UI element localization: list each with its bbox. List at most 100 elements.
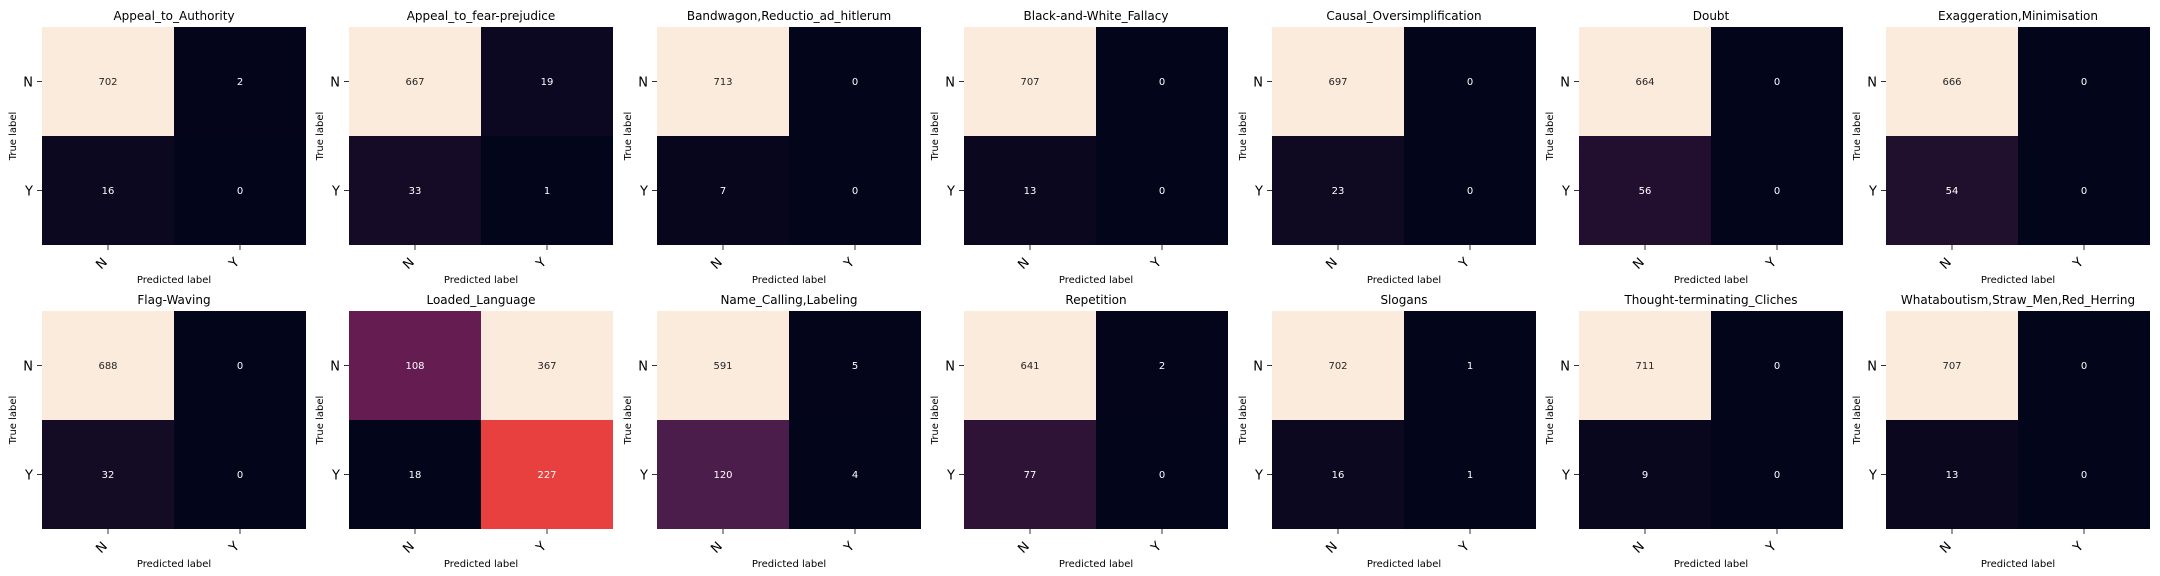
cell-value-label: 1 (544, 186, 550, 197)
cell-value-label: 667 (405, 77, 424, 88)
heatmap-cell (349, 136, 481, 245)
cell-value-label: 702 (1328, 361, 1347, 372)
y-tick-label: N (638, 76, 648, 91)
y-tick-label: N (1867, 76, 1877, 91)
y-tick-label: Y (1254, 185, 1263, 200)
y-tick-label: Y (946, 469, 955, 484)
cell-value-label: 13 (1024, 186, 1037, 197)
cell-value-label: 367 (537, 361, 556, 372)
panel-title: Appeal_to_fear-prejudice (407, 9, 556, 23)
confusion-matrix-panel: 688 0 32 0 Flag-Waving N Y N Y Predicted label Tru… (8, 293, 306, 570)
x-tick-label: N (1323, 539, 1340, 556)
heatmap-cell (1272, 420, 1404, 529)
panel-title: Flag-Waving (137, 293, 210, 307)
heatmap-cell (1886, 311, 2018, 420)
x-tick-label: Y (226, 539, 243, 556)
cell-value-label: 0 (237, 361, 243, 372)
x-tick-label: Y (1148, 255, 1165, 272)
heatmap-cell (964, 136, 1096, 245)
panel-title: Doubt (1693, 9, 1730, 23)
x-tick-label: N (93, 539, 110, 556)
cell-value-label: 16 (1332, 470, 1345, 481)
x-tick-label: Y (1148, 539, 1165, 556)
cell-value-label: 2 (237, 77, 243, 88)
heatmap-cell (2018, 136, 2150, 245)
panel-title: Name_Calling,Labeling (720, 293, 857, 307)
cell-value-label: 702 (98, 77, 117, 88)
cell-value-label: 666 (1942, 77, 1961, 88)
y-tick-label: Y (946, 185, 955, 200)
x-tick-label: Y (226, 255, 243, 272)
x-axis-label: Predicted label (752, 559, 826, 570)
confusion-matrix-panel: 713 0 7 0 Bandwagon,Reductio_ad_hitlerum N Y N Y… (623, 9, 921, 286)
cell-value-label: 227 (537, 470, 556, 481)
cell-value-label: 5 (852, 361, 858, 372)
cell-value-label: 0 (1774, 470, 1780, 481)
x-tick-label: N (93, 255, 110, 272)
heatmap-cell (42, 311, 174, 420)
heatmap-cell (174, 311, 306, 420)
confusion-matrix-panel: 711 0 9 0 Thought-terminating_Cliches N Y N Y Pre… (1545, 293, 1843, 570)
x-axis-label: Predicted label (137, 275, 211, 286)
x-axis-label: Predicted label (1674, 559, 1748, 570)
heatmap-cell (174, 27, 306, 136)
y-tick-label: Y (1254, 469, 1263, 484)
heatmap-cell (1579, 136, 1711, 245)
y-axis-label: True label (315, 396, 326, 446)
panel-title: Exaggeration,Minimisation (1938, 9, 2098, 23)
heatmap-cell (657, 27, 789, 136)
y-axis-label: True label (315, 112, 326, 162)
cell-value-label: 13 (1946, 470, 1959, 481)
heatmap-cell (1096, 136, 1228, 245)
heatmap-cell (1272, 136, 1404, 245)
heatmap-cell (1272, 311, 1404, 420)
cell-value-label: 0 (2081, 77, 2087, 88)
heatmap-cell (1579, 311, 1711, 420)
confusion-matrix-panel: 702 1 16 1 Slogans N Y N Y Predicted label True la… (1238, 293, 1536, 570)
heatmap-cell (349, 27, 481, 136)
cell-value-label: 108 (405, 361, 424, 372)
x-tick-label: Y (533, 539, 550, 556)
heatmap-cell (481, 27, 613, 136)
y-axis-label: True label (8, 112, 19, 162)
x-tick-label: N (400, 255, 417, 272)
y-tick-label: N (330, 76, 340, 91)
cell-value-label: 32 (102, 470, 115, 481)
confusion-matrix-panel: 667 19 33 1 Appeal_to_fear-prejudice N Y N Y Pred… (315, 9, 613, 286)
cell-value-label: 120 (713, 470, 732, 481)
heatmap-cell (789, 136, 921, 245)
x-tick-label: N (1015, 539, 1032, 556)
y-tick-label: Y (1561, 469, 1570, 484)
x-axis-label: Predicted label (444, 559, 518, 570)
cell-value-label: 7 (720, 186, 726, 197)
y-tick-label: Y (24, 469, 33, 484)
cell-value-label: 0 (1159, 77, 1165, 88)
x-tick-label: Y (1456, 255, 1473, 272)
cell-value-label: 1 (1467, 361, 1473, 372)
cell-value-label: 0 (1774, 361, 1780, 372)
cell-value-label: 711 (1635, 361, 1654, 372)
heatmap-cell (2018, 420, 2150, 529)
heatmap-cell (789, 420, 921, 529)
confusion-matrix-panel: 707 0 13 0 Whataboutism,Straw_Men,Red_Herrin… (1852, 293, 2150, 570)
x-axis-label: Predicted label (1367, 559, 1441, 570)
cell-value-label: 16 (102, 186, 115, 197)
x-tick-label: Y (533, 255, 550, 272)
cell-value-label: 0 (1159, 186, 1165, 197)
x-tick-label: N (400, 539, 417, 556)
heatmap-cell (1404, 27, 1536, 136)
cell-value-label: 1 (1467, 470, 1473, 481)
y-tick-label: N (23, 360, 33, 375)
confusion-matrix-panel: 666 0 54 0 Exaggeration,Minimisation N Y N Y Pred… (1852, 9, 2150, 286)
x-tick-label: N (1937, 539, 1954, 556)
y-tick-label: N (1253, 76, 1263, 91)
y-tick-label: N (1867, 360, 1877, 375)
confusion-matrix-panel: 707 0 13 0 Black-and-White_Fallacy N Y N Y Predic… (930, 9, 1228, 286)
panel-title: Thought-terminating_Cliches (1623, 293, 1797, 307)
cell-value-label: 33 (409, 186, 422, 197)
heatmap-cell (1886, 420, 2018, 529)
y-axis-label: True label (1852, 396, 1863, 446)
confusion-matrix-panel: 702 2 16 0 Appeal_to_Authority N Y N Y Predicted … (8, 9, 306, 286)
confusion-matrix-panel: 664 0 56 0 Doubt N Y N Y Predicted label True labe… (1545, 9, 1843, 286)
